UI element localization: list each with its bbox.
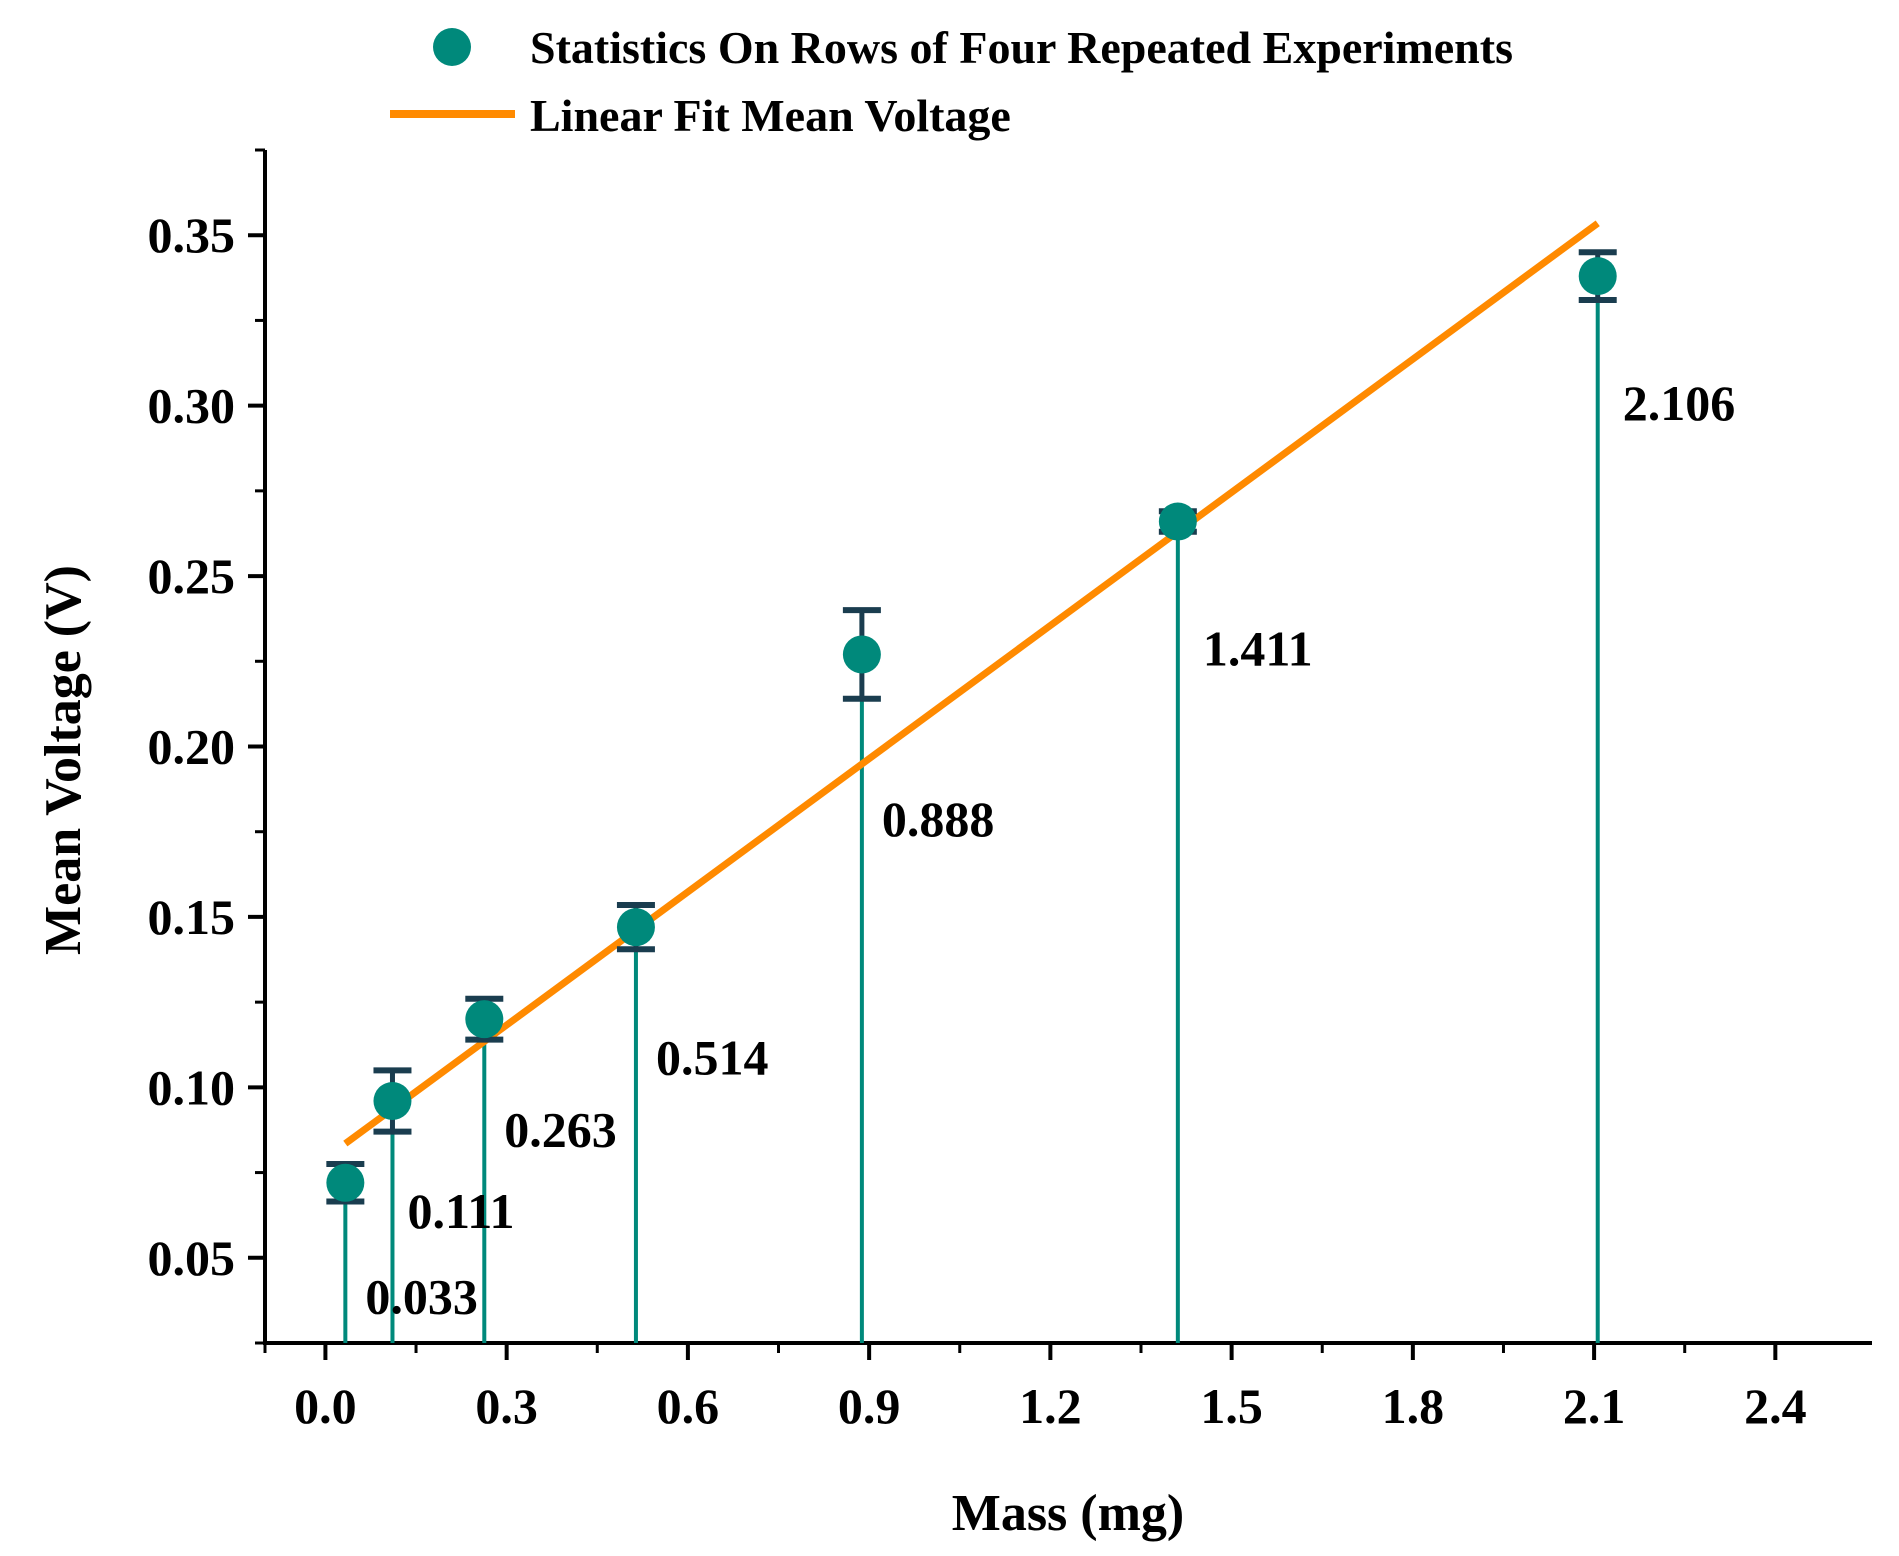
data-label: 0.514 bbox=[656, 1030, 769, 1086]
y-tick-label: 0.05 bbox=[148, 1230, 236, 1286]
error-bars bbox=[326, 249, 1617, 1205]
data-point bbox=[616, 908, 655, 947]
data-label: 0.888 bbox=[882, 791, 995, 847]
data-point bbox=[373, 1081, 412, 1120]
x-tick-label: 1.8 bbox=[1382, 1378, 1445, 1434]
drop-lines bbox=[343, 276, 1600, 1343]
y-ticks: 0.05 0.10 0.15 0.20 0.25 0.30 0.35 bbox=[148, 148, 265, 1345]
x-tick-label: 1.2 bbox=[1019, 1378, 1082, 1434]
data-point bbox=[326, 1163, 365, 1202]
data-label: 1.411 bbox=[1203, 621, 1313, 677]
linear-fit bbox=[343, 220, 1600, 1147]
x-tick-label: 0.6 bbox=[657, 1378, 720, 1434]
fit-line bbox=[343, 220, 1600, 1147]
x-tick-label: 1.5 bbox=[1200, 1378, 1263, 1434]
legend-marker-statistics bbox=[433, 28, 471, 66]
legend-label-linear-fit: Linear Fit Mean Voltage bbox=[530, 90, 1011, 141]
y-tick-label: 0.20 bbox=[148, 719, 236, 775]
y-axis-title: Mean Voltage (V) bbox=[35, 565, 92, 955]
y-tick-label: 0.30 bbox=[148, 378, 236, 434]
data-point bbox=[465, 1000, 504, 1039]
x-ticks: 0.0 0.3 0.6 0.9 1.2 1.5 1.8 2.1 2.4 bbox=[263, 1343, 1807, 1434]
x-axis-title: Mass (mg) bbox=[952, 1485, 1185, 1542]
y-tick-label: 0.35 bbox=[148, 207, 236, 263]
data-labels: 0.033 0.111 0.263 0.514 0.888 1.411 2.106 bbox=[365, 375, 1735, 1324]
x-tick-label: 2.1 bbox=[1563, 1378, 1626, 1434]
data-point bbox=[1578, 257, 1617, 296]
y-tick-label: 0.15 bbox=[148, 889, 236, 945]
data-point bbox=[1158, 502, 1197, 541]
data-label: 0.263 bbox=[504, 1101, 617, 1157]
y-tick-label: 0.25 bbox=[148, 548, 236, 604]
legend: Statistics On Rows of Four Repeated Expe… bbox=[390, 22, 1513, 141]
data-label: 2.106 bbox=[1623, 375, 1736, 431]
data-point bbox=[842, 635, 881, 674]
data-label: 0.033 bbox=[365, 1268, 478, 1324]
y-tick-label: 0.10 bbox=[148, 1059, 236, 1115]
axes: 0.0 0.3 0.6 0.9 1.2 1.5 1.8 2.1 2.4 0.05 0.10 0.15… bbox=[148, 148, 1872, 1434]
x-tick-label: 2.4 bbox=[1744, 1378, 1807, 1434]
plot-area: 0.033 0.111 0.263 0.514 0.888 1.411 2.106 bbox=[326, 220, 1735, 1343]
data-points bbox=[326, 257, 1617, 1202]
x-tick-label: 0.9 bbox=[838, 1378, 901, 1434]
x-tick-label: 0.3 bbox=[475, 1378, 538, 1434]
data-label: 0.111 bbox=[407, 1183, 514, 1239]
legend-label-statistics: Statistics On Rows of Four Repeated Expe… bbox=[530, 22, 1513, 73]
x-tick-label: 0.0 bbox=[294, 1378, 357, 1434]
